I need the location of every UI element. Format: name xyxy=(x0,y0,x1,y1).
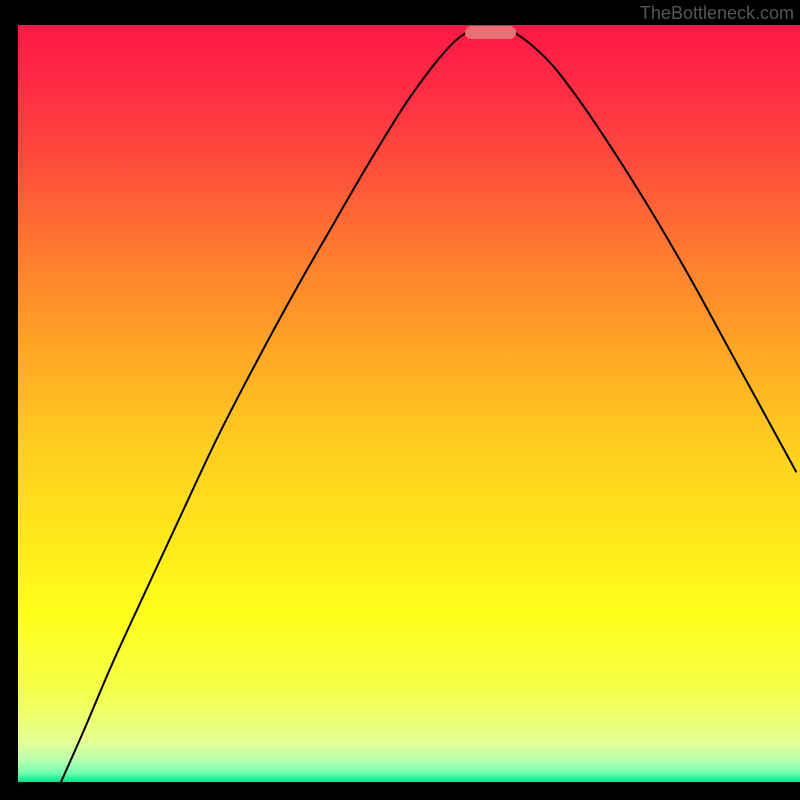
border-left xyxy=(0,0,18,800)
plot-area xyxy=(18,25,800,782)
bottleneck-curve xyxy=(18,25,800,782)
minimum-marker xyxy=(465,26,516,40)
gradient-background xyxy=(18,25,800,782)
watermark-text: TheBottleneck.com xyxy=(640,3,794,24)
bottleneck-chart: TheBottleneck.com xyxy=(0,0,800,800)
border-bottom xyxy=(0,782,800,800)
